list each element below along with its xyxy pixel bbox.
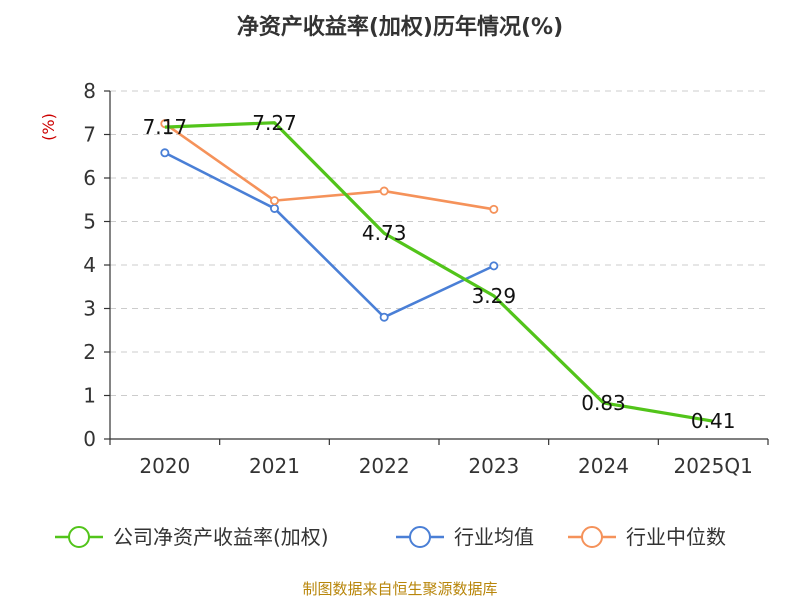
x-tick-label: 2020 xyxy=(139,454,190,478)
series-point xyxy=(379,186,389,196)
series-point xyxy=(379,312,389,322)
axes: 0 1 2 3 4 5 6 7 8 2020 2021 2022 2023 2024 2025Q1 xyxy=(83,79,769,478)
legend-label: 公司净资产收益率(加权) xyxy=(113,525,329,549)
series-point xyxy=(160,119,170,129)
x-tick-label: 2021 xyxy=(249,454,300,478)
data-label: 7.17 xyxy=(143,115,188,139)
series-line xyxy=(164,121,714,423)
data-label: 0.83 xyxy=(581,391,626,415)
series-point xyxy=(489,204,499,214)
series-point xyxy=(489,261,499,271)
x-tick-label: 2023 xyxy=(468,454,519,478)
legend-marker-icon xyxy=(68,526,90,548)
data-label: 3.29 xyxy=(472,284,517,308)
data-label: 0.41 xyxy=(691,409,736,433)
legend-label: 行业均值 xyxy=(454,525,534,549)
y-tick-label: 1 xyxy=(83,384,96,408)
x-tick-label: 2024 xyxy=(578,454,629,478)
data-source-note: 制图数据来自恒生聚源数据库 xyxy=(302,580,497,598)
legend-item[interactable]: 公司净资产收益率(加权) xyxy=(55,525,329,549)
y-tick-label: 4 xyxy=(83,253,96,277)
legend-label: 行业中位数 xyxy=(626,525,726,549)
legend-item[interactable]: 行业中位数 xyxy=(568,525,726,549)
data-label: 7.27 xyxy=(252,111,297,135)
legend-item[interactable]: 行业均值 xyxy=(396,525,534,549)
series-point xyxy=(269,196,279,206)
gridlines xyxy=(110,90,768,396)
y-tick-label: 7 xyxy=(83,123,96,147)
y-tick-label: 3 xyxy=(83,297,96,321)
y-axis-unit: (%) xyxy=(39,113,58,141)
y-tick-label: 6 xyxy=(83,166,96,190)
legend-marker-icon xyxy=(581,526,603,548)
series-line xyxy=(164,151,495,319)
chart-title: 净资产收益率(加权)历年情况(%) xyxy=(237,14,563,40)
data-labels: 7.17 7.27 4.73 3.29 0.83 0.41 xyxy=(143,111,736,433)
legend: 公司净资产收益率(加权) 行业均值 行业中位数 xyxy=(55,525,726,549)
data-label: 4.73 xyxy=(362,221,407,245)
series-point xyxy=(269,203,279,213)
x-tick-label: 2022 xyxy=(359,454,410,478)
legend-marker-icon xyxy=(409,526,431,548)
y-tick-label: 8 xyxy=(83,79,96,103)
x-tick-label: 2025Q1 xyxy=(673,454,752,478)
series-point xyxy=(160,148,170,158)
series-lines xyxy=(160,119,714,423)
series-line xyxy=(164,122,495,211)
y-tick-label: 0 xyxy=(83,427,96,451)
y-tick-label: 5 xyxy=(83,210,96,234)
y-tick-label: 2 xyxy=(83,340,96,364)
